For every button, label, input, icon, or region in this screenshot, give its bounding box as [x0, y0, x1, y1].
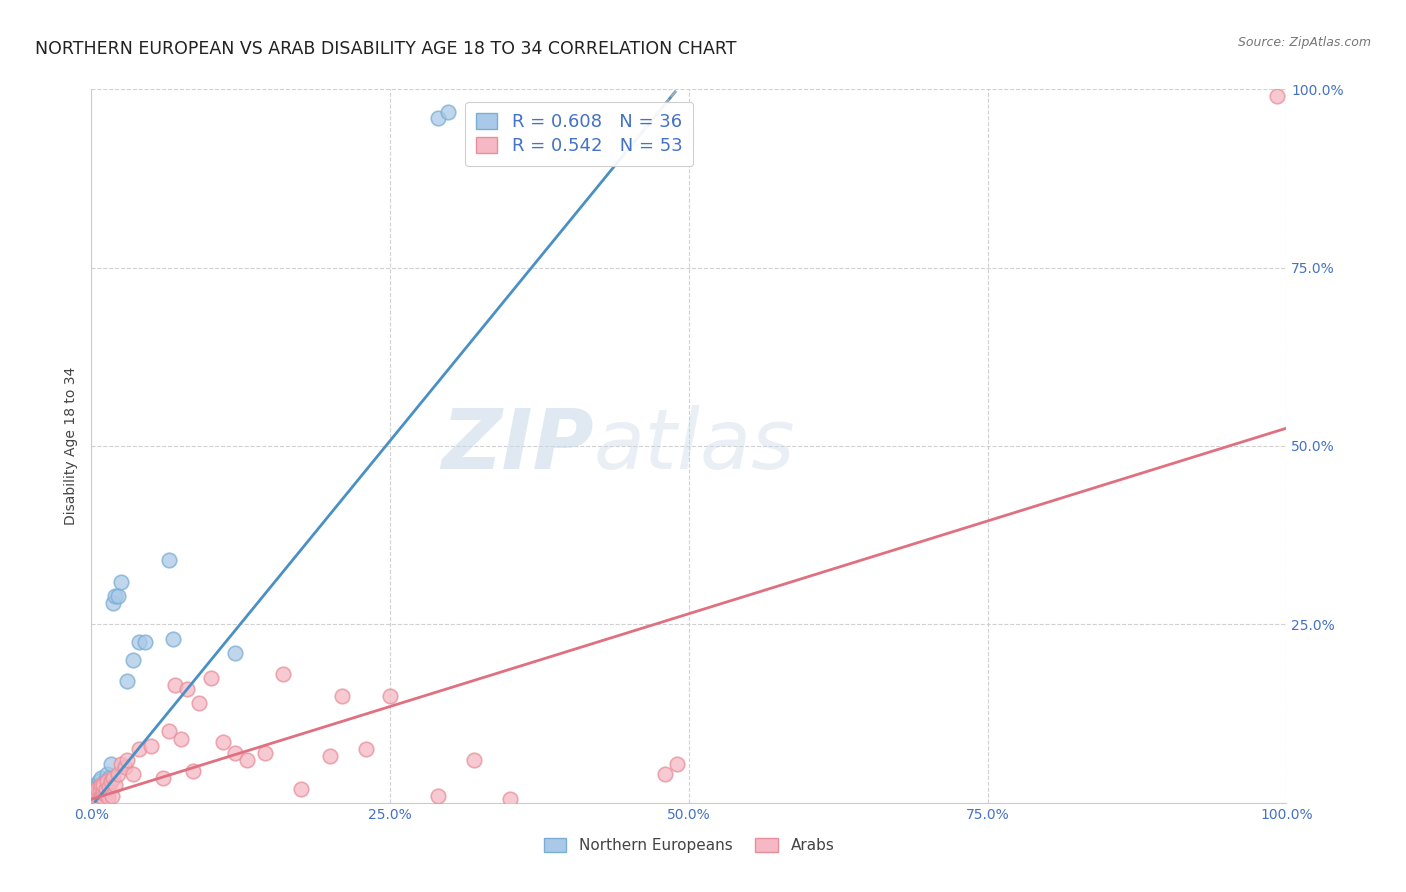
Point: [157, 724, 180, 739]
Point: [271, 667, 294, 681]
Point: [436, 105, 458, 120]
Point: [114, 760, 136, 774]
Point: [110, 574, 132, 589]
Text: NORTHERN EUROPEAN VS ARAB DISABILITY AGE 18 TO 34 CORRELATION CHART: NORTHERN EUROPEAN VS ARAB DISABILITY AGE…: [35, 40, 737, 58]
Point: [84, 790, 107, 805]
Point: [107, 767, 129, 781]
Point: [115, 674, 138, 689]
Point: [93, 781, 114, 796]
Point: [96, 767, 118, 781]
Point: [87, 774, 110, 789]
Point: [200, 671, 222, 685]
Point: [107, 589, 129, 603]
Point: [86, 790, 108, 805]
Point: [93, 774, 115, 789]
Point: [426, 789, 449, 803]
Point: [87, 785, 110, 799]
Point: [94, 787, 117, 801]
Point: [463, 753, 485, 767]
Point: [83, 785, 105, 799]
Point: [100, 774, 122, 789]
Point: [90, 789, 112, 803]
Point: [290, 781, 312, 796]
Point: [134, 635, 156, 649]
Point: [332, 689, 354, 703]
Point: [83, 789, 105, 803]
Point: [82, 789, 104, 803]
Point: [187, 696, 211, 710]
Point: [122, 767, 145, 781]
Point: [176, 681, 198, 696]
Point: [235, 753, 259, 767]
Y-axis label: Disability Age 18 to 34: Disability Age 18 to 34: [65, 367, 79, 525]
Text: Source: ZipAtlas.com: Source: ZipAtlas.com: [1237, 36, 1371, 49]
Point: [97, 790, 120, 805]
Point: [100, 789, 122, 803]
Point: [378, 689, 402, 703]
Point: [224, 746, 246, 760]
Point: [319, 749, 342, 764]
Point: [101, 596, 124, 610]
Point: [86, 781, 108, 796]
Point: [104, 778, 127, 792]
Point: [91, 790, 114, 805]
Point: [83, 783, 105, 797]
Point: [84, 787, 107, 801]
Point: [253, 746, 276, 760]
Point: [157, 553, 180, 567]
Point: [654, 767, 676, 781]
Legend: Northern Europeans, Arabs: Northern Europeans, Arabs: [537, 832, 841, 859]
Point: [91, 790, 114, 805]
Point: [110, 756, 132, 771]
Point: [100, 756, 122, 771]
Point: [87, 792, 110, 806]
Point: [89, 778, 111, 792]
Point: [98, 780, 121, 794]
Point: [89, 787, 111, 801]
Point: [86, 787, 108, 801]
Point: [354, 742, 377, 756]
Point: [426, 111, 449, 125]
Point: [84, 780, 107, 794]
Point: [97, 778, 120, 792]
Point: [115, 753, 138, 767]
Point: [89, 783, 111, 797]
Point: [90, 783, 112, 797]
Point: [82, 792, 104, 806]
Point: [104, 589, 127, 603]
Point: [93, 785, 114, 799]
Point: [86, 781, 108, 796]
Point: [94, 781, 117, 796]
Point: [84, 778, 107, 792]
Point: [96, 774, 118, 789]
Point: [141, 739, 162, 753]
Point: [211, 735, 233, 749]
Point: [224, 646, 246, 660]
Point: [181, 764, 204, 778]
Point: [93, 778, 114, 792]
Point: [498, 792, 520, 806]
Point: [90, 778, 112, 792]
Point: [128, 742, 150, 756]
Point: [163, 678, 186, 692]
Point: [101, 771, 124, 785]
Point: [128, 635, 150, 649]
Point: [170, 731, 193, 746]
Text: ZIP: ZIP: [440, 406, 593, 486]
Point: [98, 771, 121, 785]
Point: [90, 771, 112, 785]
Point: [152, 771, 174, 785]
Point: [84, 785, 107, 799]
Point: [162, 632, 184, 646]
Point: [93, 787, 115, 801]
Text: atlas: atlas: [593, 406, 794, 486]
Point: [84, 789, 107, 803]
Point: [1265, 89, 1288, 103]
Point: [122, 653, 145, 667]
Point: [666, 756, 689, 771]
